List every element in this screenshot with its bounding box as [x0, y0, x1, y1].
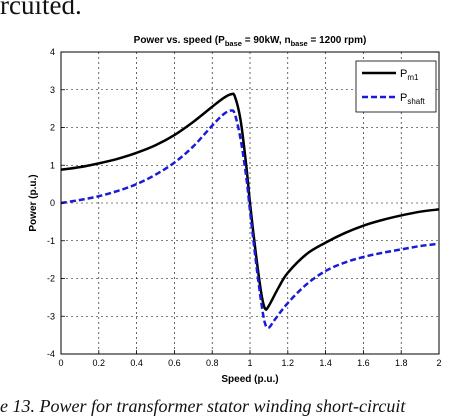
caption-fragment-top: rcuited. [0, 0, 82, 20]
y-axis-label: Power (p.u.) [28, 174, 39, 231]
y-tick-label: 2 [50, 123, 55, 133]
legend-label-pshaft: Pshaft [400, 92, 425, 106]
y-tick-label: -4 [47, 349, 55, 359]
x-tick-label: 0.6 [168, 358, 181, 368]
y-tick-labels: 4 3 2 1 0 -1 -2 -3 -4 [47, 47, 55, 359]
chart-title: Power vs. speed (Pbase = 90kW, nbase = 1… [134, 35, 367, 48]
x-tick-label: 1.6 [357, 358, 370, 368]
y-tick-label: -2 [47, 274, 55, 284]
x-axis-label: Speed (p.u.) [221, 374, 278, 385]
x-tick-label: 1.2 [282, 358, 295, 368]
y-tick-label: -3 [47, 311, 55, 321]
y-tick-label: 3 [50, 85, 55, 95]
x-tick-label: 0.4 [130, 358, 143, 368]
legend-box [355, 60, 437, 113]
tick-marks [60, 51, 440, 355]
power-vs-speed-chart: 0 0.2 0.4 0.6 0.8 1 1.2 1.4 1.6 1.8 2 4 3 2 1 0 -1 -2 -3 -… [28, 35, 442, 385]
pm1-curve [60, 92, 440, 311]
x-tick-label: 2 [436, 358, 441, 368]
x-tick-label: 1.4 [319, 358, 332, 368]
x-tick-label: 0.2 [93, 358, 106, 368]
caption-fragment-bottom: e 13. Power for transformer stator windi… [0, 396, 406, 416]
y-tick-label: -1 [47, 236, 55, 246]
x-tick-labels: 0 0.2 0.4 0.6 0.8 1 1.2 1.4 1.6 1.8 2 [58, 358, 441, 368]
x-tick-label: 0 [58, 358, 63, 368]
y-tick-label: 0 [50, 198, 55, 208]
x-tick-label: 0.8 [206, 358, 219, 368]
series-curves [60, 92, 440, 330]
y-tick-label: 1 [50, 160, 55, 170]
pshaft-curve [60, 109, 440, 330]
x-tick-label: 1 [247, 358, 252, 368]
x-tick-label: 1.8 [395, 358, 408, 368]
legend-label-pm1: Pm1 [400, 68, 419, 82]
y-tick-label: 4 [50, 47, 55, 57]
legend: Pm1 Pshaft [355, 60, 437, 113]
